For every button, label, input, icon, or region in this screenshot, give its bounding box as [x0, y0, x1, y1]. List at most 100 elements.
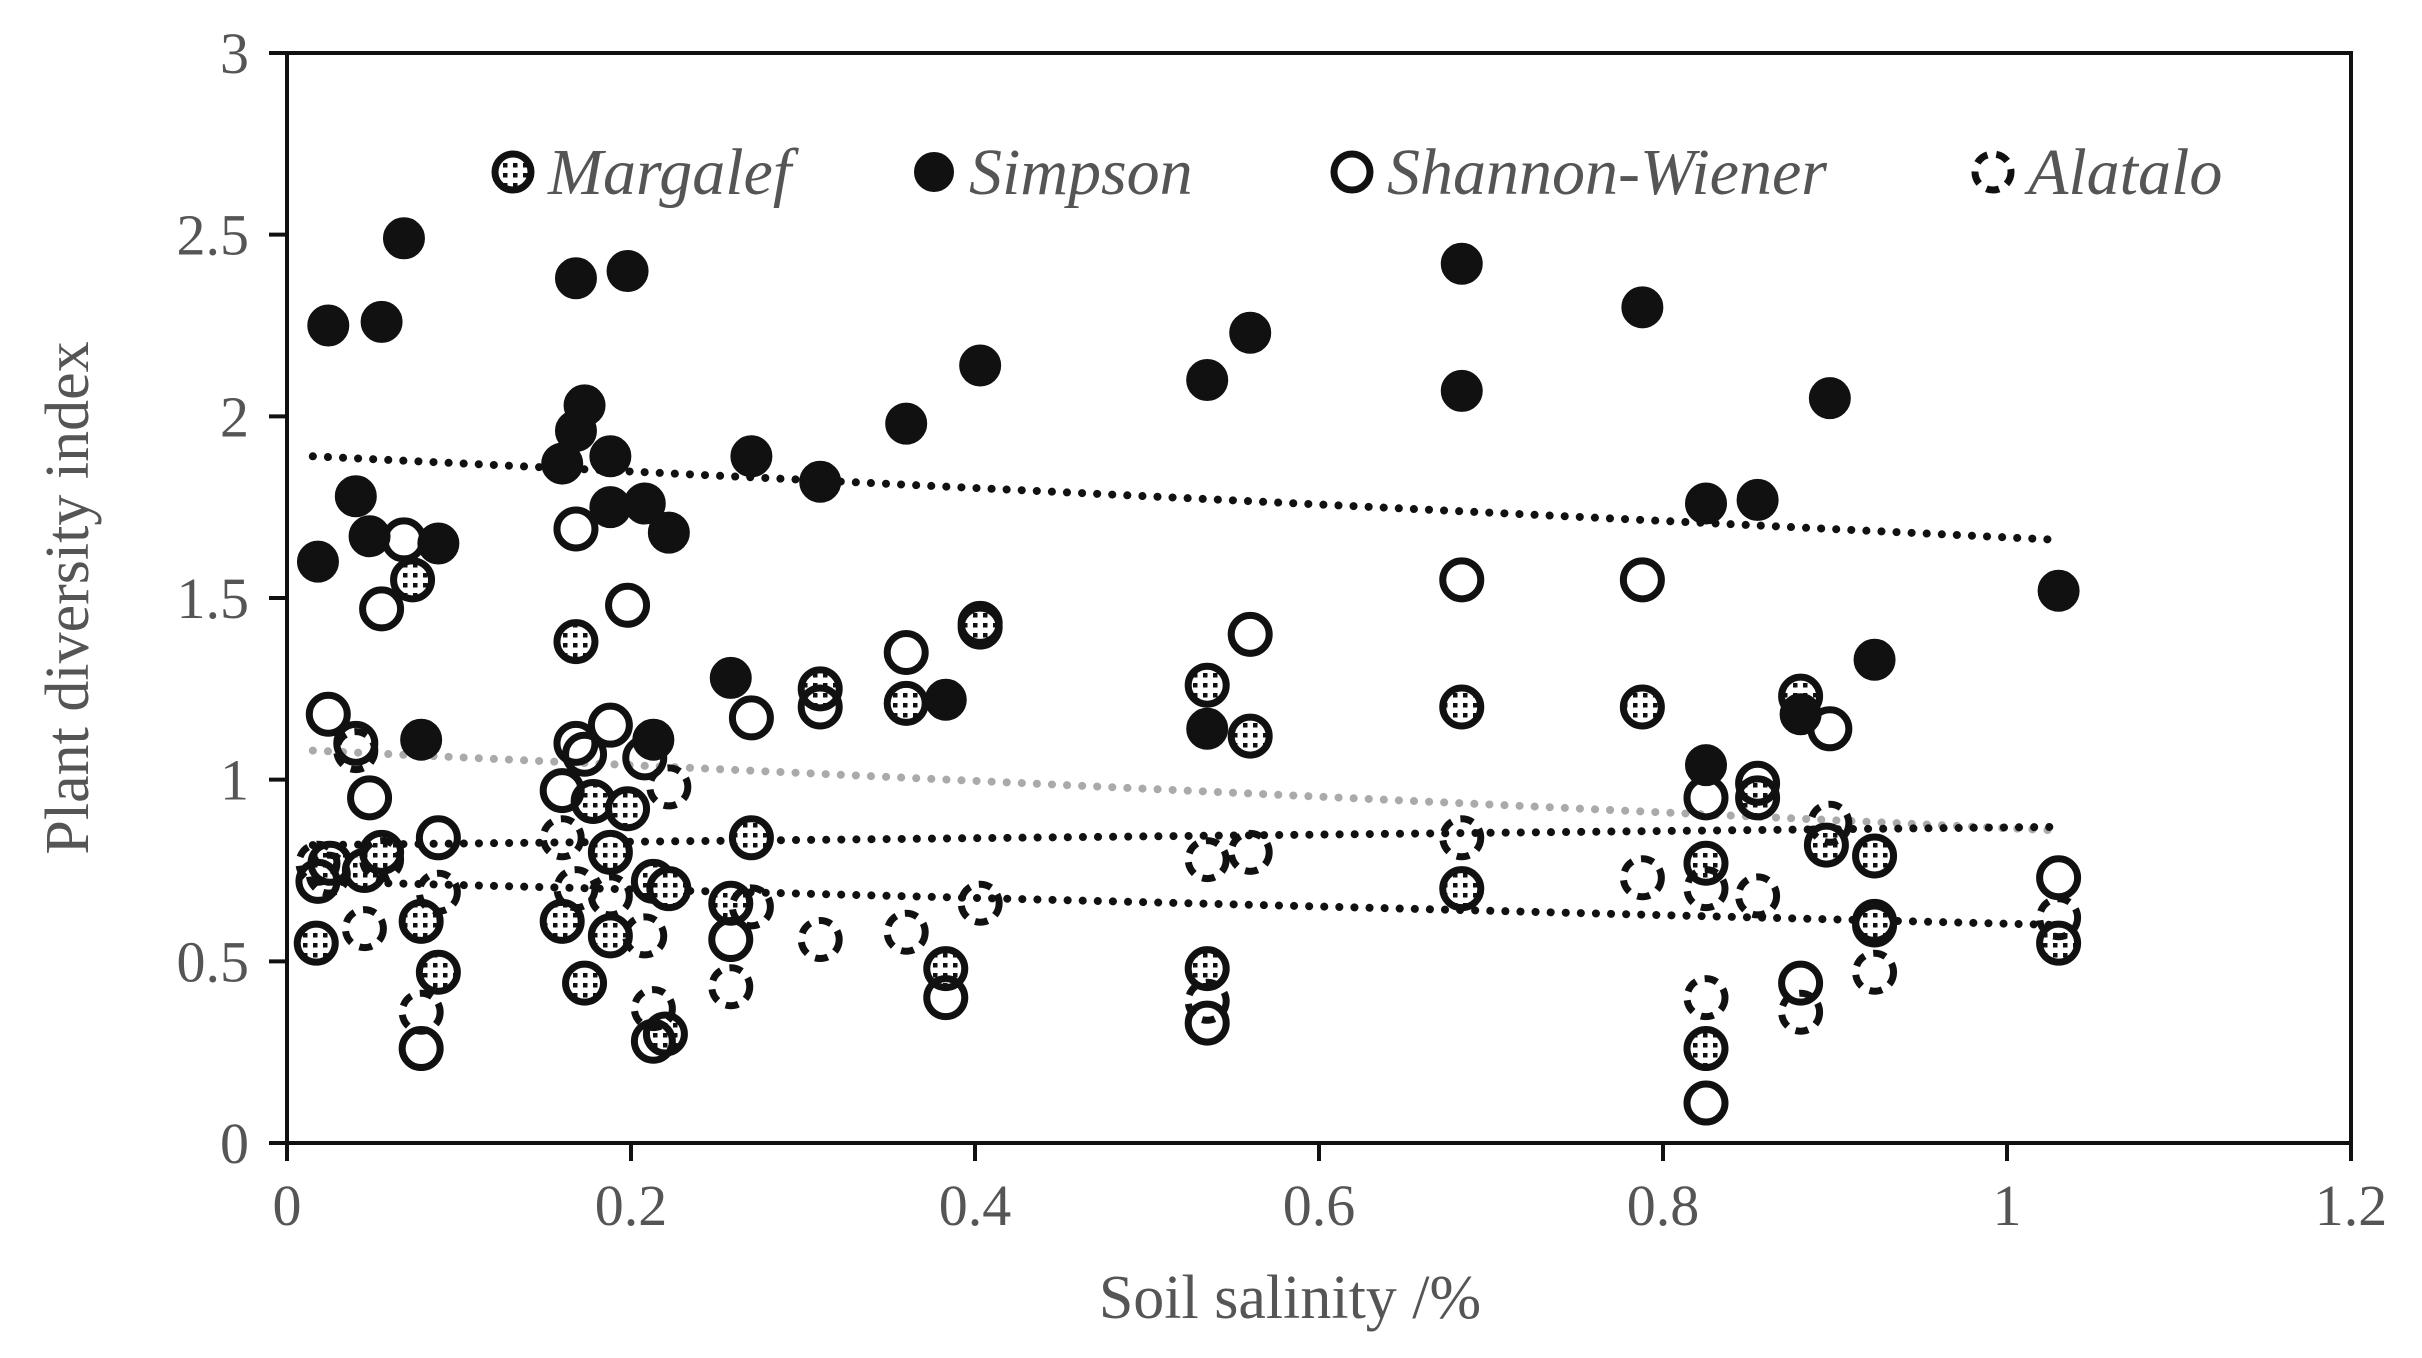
legend-alatalo-marker [1971, 150, 2015, 194]
trendline-1 [308, 452, 2063, 544]
alatalo-point [708, 964, 754, 1010]
legend-shannon-wiener-label: Shannon-Wiener [1387, 136, 1827, 209]
simpson-point [606, 250, 649, 292]
margalef-point [1439, 866, 1485, 912]
y-tick-label: 1 [220, 748, 249, 813]
x-tick-label: 0 [273, 1173, 302, 1238]
alatalo-point [1184, 837, 1230, 883]
simpson-point [554, 257, 597, 300]
alatalo-point [1683, 866, 1729, 912]
shannon-wiener-point [923, 975, 969, 1021]
alatalo-point [539, 815, 585, 861]
legend-alatalo-label: Alatalo [2024, 136, 2222, 209]
margalef-point [1184, 946, 1230, 992]
simpson-point [647, 511, 690, 554]
simpson-point [334, 475, 377, 518]
data-points [293, 217, 2082, 1126]
simpson-point [709, 656, 752, 699]
alatalo-point [646, 764, 692, 810]
simpson-point [1685, 482, 1727, 525]
shannon-wiener-point [728, 695, 774, 741]
plot-frame [285, 51, 2353, 1145]
alatalo-point [1184, 978, 1230, 1024]
margalef-point [415, 949, 461, 995]
alatalo-point [305, 851, 351, 897]
alatalo-point [2036, 895, 2082, 941]
margalef-point [1184, 662, 1230, 708]
simpson-point [1186, 707, 1229, 750]
shannon-wiener-point [562, 731, 608, 777]
simpson-point [360, 300, 403, 343]
shannon-wiener-point [1778, 960, 1824, 1006]
margalef-point [883, 680, 929, 726]
legend-margalef-label: Margalef [547, 136, 799, 209]
alatalo-point [398, 989, 444, 1035]
simpson-point [1186, 359, 1229, 401]
shannon-wiener-point [553, 720, 599, 766]
y-tick-label: 0.5 [177, 929, 250, 994]
shannon-wiener-point [415, 815, 461, 861]
shannon-wiener-point [1735, 760, 1781, 806]
y-tick-label: 2 [220, 384, 249, 449]
simpson-point [1736, 478, 1779, 521]
shannon-wiener-point [553, 506, 599, 552]
alatalo-point [622, 913, 668, 959]
simpson-point [799, 460, 842, 503]
margalef-point [1852, 833, 1898, 879]
simpson-point [885, 402, 928, 445]
simpson-point [382, 217, 425, 260]
simpson-point [959, 344, 1002, 387]
alatalo-point [1778, 989, 1824, 1035]
x-tick-label: 0.8 [1627, 1173, 1700, 1238]
margalef-point [1683, 1026, 1729, 1072]
shannon-wiener-point [957, 604, 1003, 650]
alatalo-point [797, 917, 843, 963]
trendline-4 [308, 877, 2063, 929]
shannon-wiener-point [359, 586, 405, 632]
x-tick-label: 1.2 [2315, 1173, 2388, 1238]
simpson-point [1853, 638, 1896, 681]
alatalo-point [1683, 975, 1729, 1021]
simpson-point [307, 304, 350, 347]
trendline-2 [308, 746, 2063, 835]
y-tick-label: 0 [220, 1111, 249, 1176]
shannon-wiener-point [1439, 557, 1485, 603]
alatalo-point [1227, 829, 1273, 875]
margalef-point [1619, 684, 1665, 730]
margalef-point [293, 920, 339, 966]
x-tick-label: 1 [1993, 1173, 2022, 1238]
shannon-wiener-point [347, 775, 393, 821]
simpson-point [730, 435, 773, 478]
alatalo-point [333, 728, 379, 774]
shannon-wiener-point [1683, 1080, 1729, 1126]
x-tick-label: 0.2 [595, 1173, 668, 1238]
margalef-point [708, 880, 754, 926]
alatalo-point [1807, 800, 1853, 846]
axis-ticks: 0 0.2 0.4 0.6 0.8 1 1.2 0 0.5 1 1.5 2 2.5 3 [177, 21, 2388, 1238]
alatalo-point [1619, 855, 1665, 901]
shannon-wiener-point [605, 582, 651, 628]
simpson-point [924, 678, 967, 721]
simpson-point [1685, 744, 1727, 787]
shannon-wiener-point [630, 1018, 676, 1064]
margalef-point [587, 913, 633, 959]
margalef-point [646, 866, 692, 912]
shannon-wiener-point [1619, 557, 1665, 603]
simpson-point [1440, 369, 1483, 412]
alatalo-point [341, 906, 387, 952]
legend: Margalef Simpson Shannon-Wiener Alatalo [491, 136, 2222, 209]
shannon-wiener-point [1227, 611, 1273, 657]
margalef-point [728, 815, 774, 861]
legend-simpson-marker [914, 152, 954, 192]
shannon-wiener-point [1852, 902, 1898, 948]
shannon-wiener-point [1807, 706, 1853, 752]
simpson-point [1808, 377, 1851, 420]
y-tick-label: 2.5 [177, 203, 250, 268]
alatalo-point [359, 837, 405, 883]
y-tick-label: 3 [220, 21, 249, 86]
simpson-point [589, 486, 632, 529]
alatalo-point [1735, 873, 1781, 919]
shannon-wiener-point [622, 735, 668, 781]
margalef-point [2036, 920, 2082, 966]
